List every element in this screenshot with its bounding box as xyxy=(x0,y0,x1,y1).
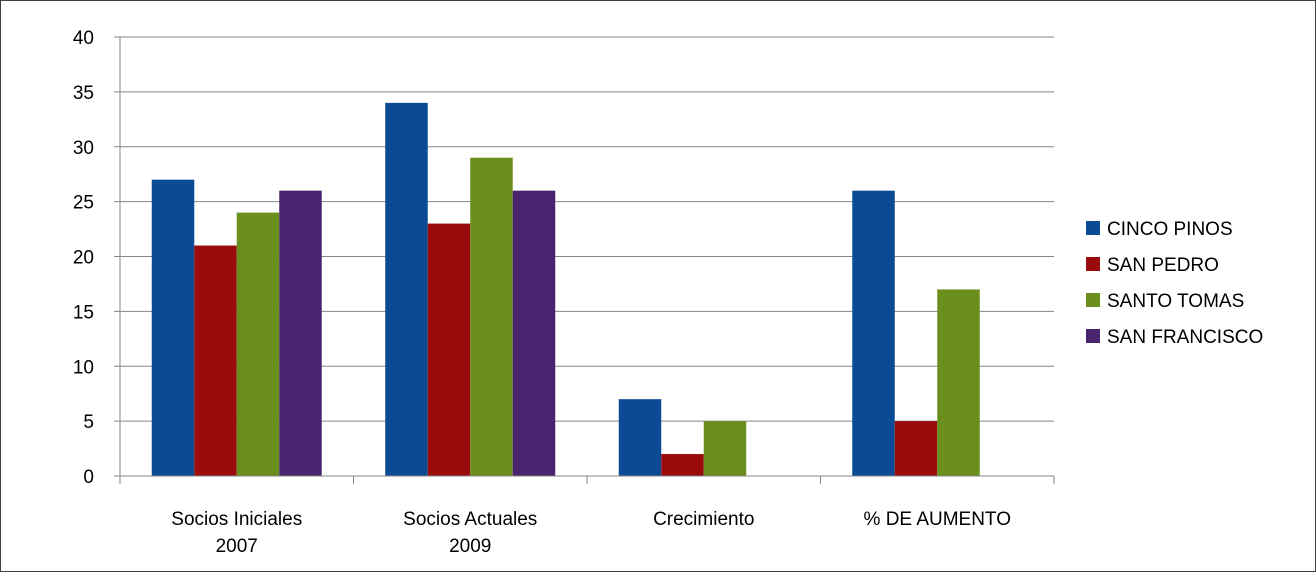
axes: 0 5 10 15 20 25 30 35 40 Socios Iniciales 2007 Soci… xyxy=(73,28,1055,557)
legend-swatch xyxy=(1086,257,1100,271)
bar-cinco-pinos xyxy=(852,190,895,476)
bar-san-pedro xyxy=(427,223,471,476)
legend-label: SANTO TOMAS xyxy=(1107,291,1244,312)
bar-san-pedro xyxy=(894,421,938,476)
bar-santo-tomas xyxy=(703,421,747,476)
y-tick-label: 35 xyxy=(73,83,94,104)
y-tick-label: 10 xyxy=(73,357,94,378)
legend-swatch xyxy=(1086,293,1100,307)
category-label: Socios Actuales xyxy=(403,509,537,530)
y-tick-label: 15 xyxy=(73,302,94,323)
category-label: 2007 xyxy=(216,536,258,557)
bar-cinco-pinos xyxy=(151,179,195,477)
legend-swatch xyxy=(1086,329,1100,343)
bar-san-francisco xyxy=(512,190,556,476)
y-tick-label: 30 xyxy=(73,138,94,159)
bar-san-francisco xyxy=(279,190,322,476)
legend-swatch xyxy=(1086,221,1100,235)
bar-san-pedro xyxy=(194,245,237,476)
category-label: Crecimiento xyxy=(653,509,754,530)
legend-label: SAN PEDRO xyxy=(1107,255,1219,276)
bar-santo-tomas xyxy=(236,212,280,476)
category-label: % DE AUMENTO xyxy=(864,509,1011,530)
bar-cinco-pinos xyxy=(618,399,662,476)
category-label: 2009 xyxy=(449,536,491,557)
category-label: Socios Iniciales xyxy=(171,509,302,530)
y-tick-label: 20 xyxy=(73,248,94,269)
bars xyxy=(151,102,980,477)
y-tick-label: 40 xyxy=(73,28,94,49)
y-tick-label: 25 xyxy=(73,193,94,214)
bar-cinco-pinos xyxy=(385,102,428,476)
legend-label: CINCO PINOS xyxy=(1107,219,1233,240)
y-tick-label: 5 xyxy=(83,412,94,433)
legend: CINCO PINOS SAN PEDRO SANTO TOMAS SAN FRANC… xyxy=(1086,219,1263,348)
bar-santo-tomas xyxy=(937,289,980,476)
bar-san-pedro xyxy=(661,454,704,476)
y-tick-label: 0 xyxy=(83,467,94,488)
legend-label: SAN FRANCISCO xyxy=(1107,327,1263,348)
bar-santo-tomas xyxy=(470,157,513,476)
